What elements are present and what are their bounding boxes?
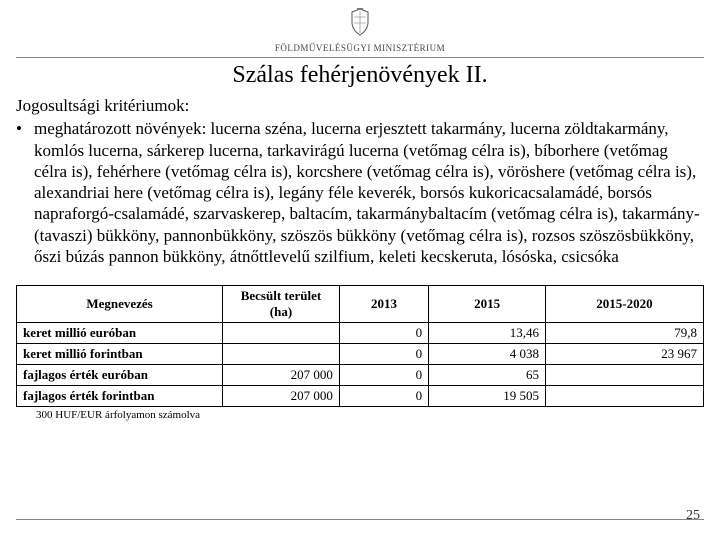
cell: 0 (339, 365, 428, 386)
footnote: 300 HUF/EUR árfolyamon számolva (16, 409, 704, 421)
criteria-bullet: • meghatározott növények: lucerna széna,… (16, 118, 704, 267)
cell (545, 386, 703, 407)
table-row: fajlagos érték euróban 207 000 0 65 (17, 365, 704, 386)
cell: 0 (339, 386, 428, 407)
col-2015-2020: 2015-2020 (545, 286, 703, 323)
divider-top (16, 57, 704, 58)
cell: 23 967 (545, 344, 703, 365)
table-row: keret millió euróban 0 13,46 79,8 (17, 323, 704, 344)
criteria-heading: Jogosultsági kritériumok: (16, 95, 704, 116)
row-label: keret millió forintban (17, 344, 223, 365)
table-header-row: Megnevezés Becsült terület (ha) 2013 201… (17, 286, 704, 323)
cell: 207 000 (223, 365, 340, 386)
data-table-wrap: Megnevezés Becsült terület (ha) 2013 201… (0, 267, 720, 421)
table-row: keret millió forintban 0 4 038 23 967 (17, 344, 704, 365)
header: FÖLDMŰVELÉSÜGYI MINISZTÉRIUM (0, 0, 720, 53)
table-row: fajlagos érték forintban 207 000 0 19 50… (17, 386, 704, 407)
col-2013: 2013 (339, 286, 428, 323)
cell: 13,46 (429, 323, 546, 344)
cell (545, 365, 703, 386)
cell (223, 323, 340, 344)
cell: 79,8 (545, 323, 703, 344)
col-megnevezes: Megnevezés (17, 286, 223, 323)
cell: 19 505 (429, 386, 546, 407)
crest-icon (348, 8, 372, 36)
row-label: fajlagos érték forintban (17, 386, 223, 407)
cell: 65 (429, 365, 546, 386)
cell: 0 (339, 344, 428, 365)
cell (223, 344, 340, 365)
bullet-marker: • (16, 118, 34, 267)
ministry-name: FÖLDMŰVELÉSÜGYI MINISZTÉRIUM (0, 43, 720, 53)
page-title: Szálas fehérjenövények II. (0, 62, 720, 89)
cell: 4 038 (429, 344, 546, 365)
col-2015: 2015 (429, 286, 546, 323)
row-label: keret millió euróban (17, 323, 223, 344)
col-terulet: Becsült terület (ha) (223, 286, 340, 323)
data-table: Megnevezés Becsült terület (ha) 2013 201… (16, 285, 704, 407)
cell: 207 000 (223, 386, 340, 407)
page-number: 25 (686, 508, 700, 524)
cell: 0 (339, 323, 428, 344)
criteria-text: meghatározott növények: lucerna széna, l… (34, 118, 704, 267)
divider-bottom (16, 519, 704, 520)
row-label: fajlagos érték euróban (17, 365, 223, 386)
body-text: Jogosultsági kritériumok: • meghatározot… (0, 95, 720, 267)
